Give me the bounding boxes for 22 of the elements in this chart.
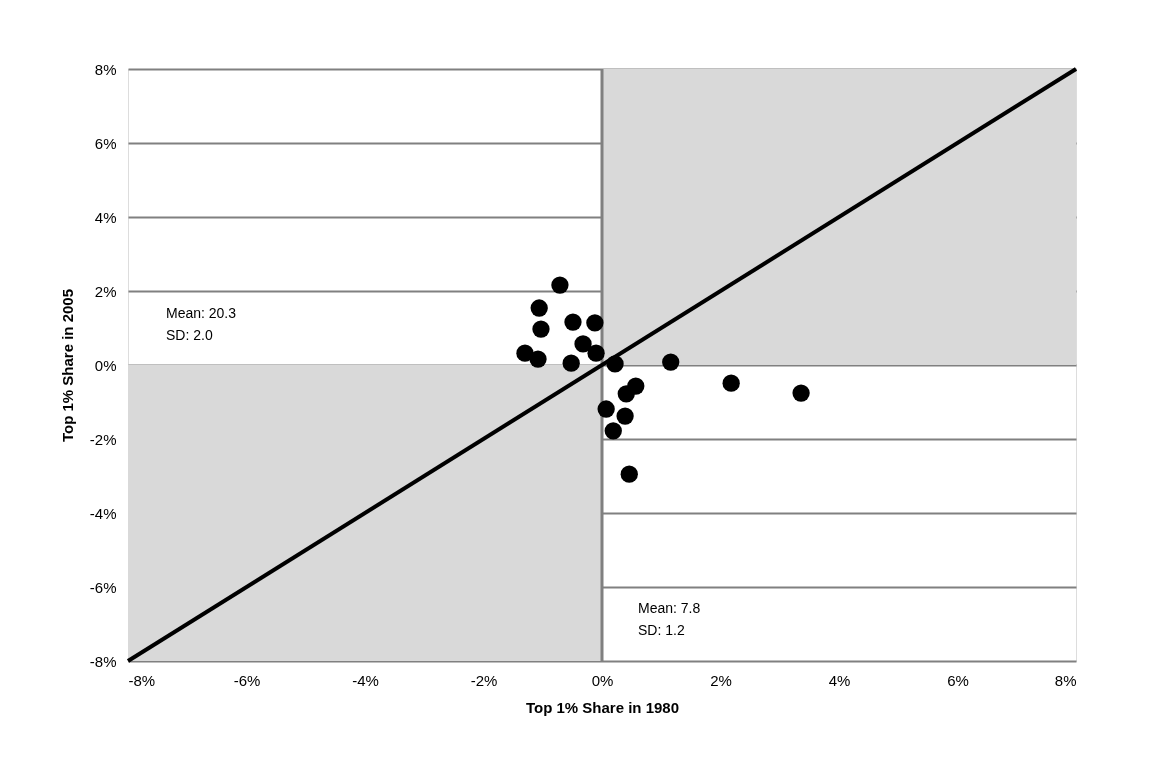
annotation: Mean: 20.3 SD: 2.0 <box>166 305 237 343</box>
y-tick-label: -4% <box>89 504 117 522</box>
annotation: Mean: 7.8 SD: 1.2 <box>638 600 701 638</box>
x-tick-label: -6% <box>233 671 261 689</box>
x-tick-label: 2% <box>710 671 732 689</box>
x-tick-label: 4% <box>828 671 851 689</box>
y-tick-label: 2% <box>94 282 117 300</box>
x-tick-label: 0% <box>591 671 614 689</box>
x-tick-label: -8% <box>128 671 156 689</box>
y-tick-label: -8% <box>89 652 117 670</box>
x-tick-label: 6% <box>947 671 969 689</box>
y-tick-label: 8% <box>94 60 117 78</box>
y-tick-label: -2% <box>89 430 117 448</box>
x-tick-label: -4% <box>352 671 379 689</box>
y-axis-title: Top 1% Share in 2005 <box>58 288 76 443</box>
y-tick-label: 6% <box>94 134 117 152</box>
y-tick-label: 4% <box>94 208 117 226</box>
x-tick-label: -2% <box>470 671 498 689</box>
y-tick-label: 0% <box>94 356 117 374</box>
y-tick-label: -6% <box>89 578 117 596</box>
x-tick-label: 8% <box>1054 671 1077 689</box>
x-axis-title: Top 1% Share in 1980 <box>525 698 680 716</box>
